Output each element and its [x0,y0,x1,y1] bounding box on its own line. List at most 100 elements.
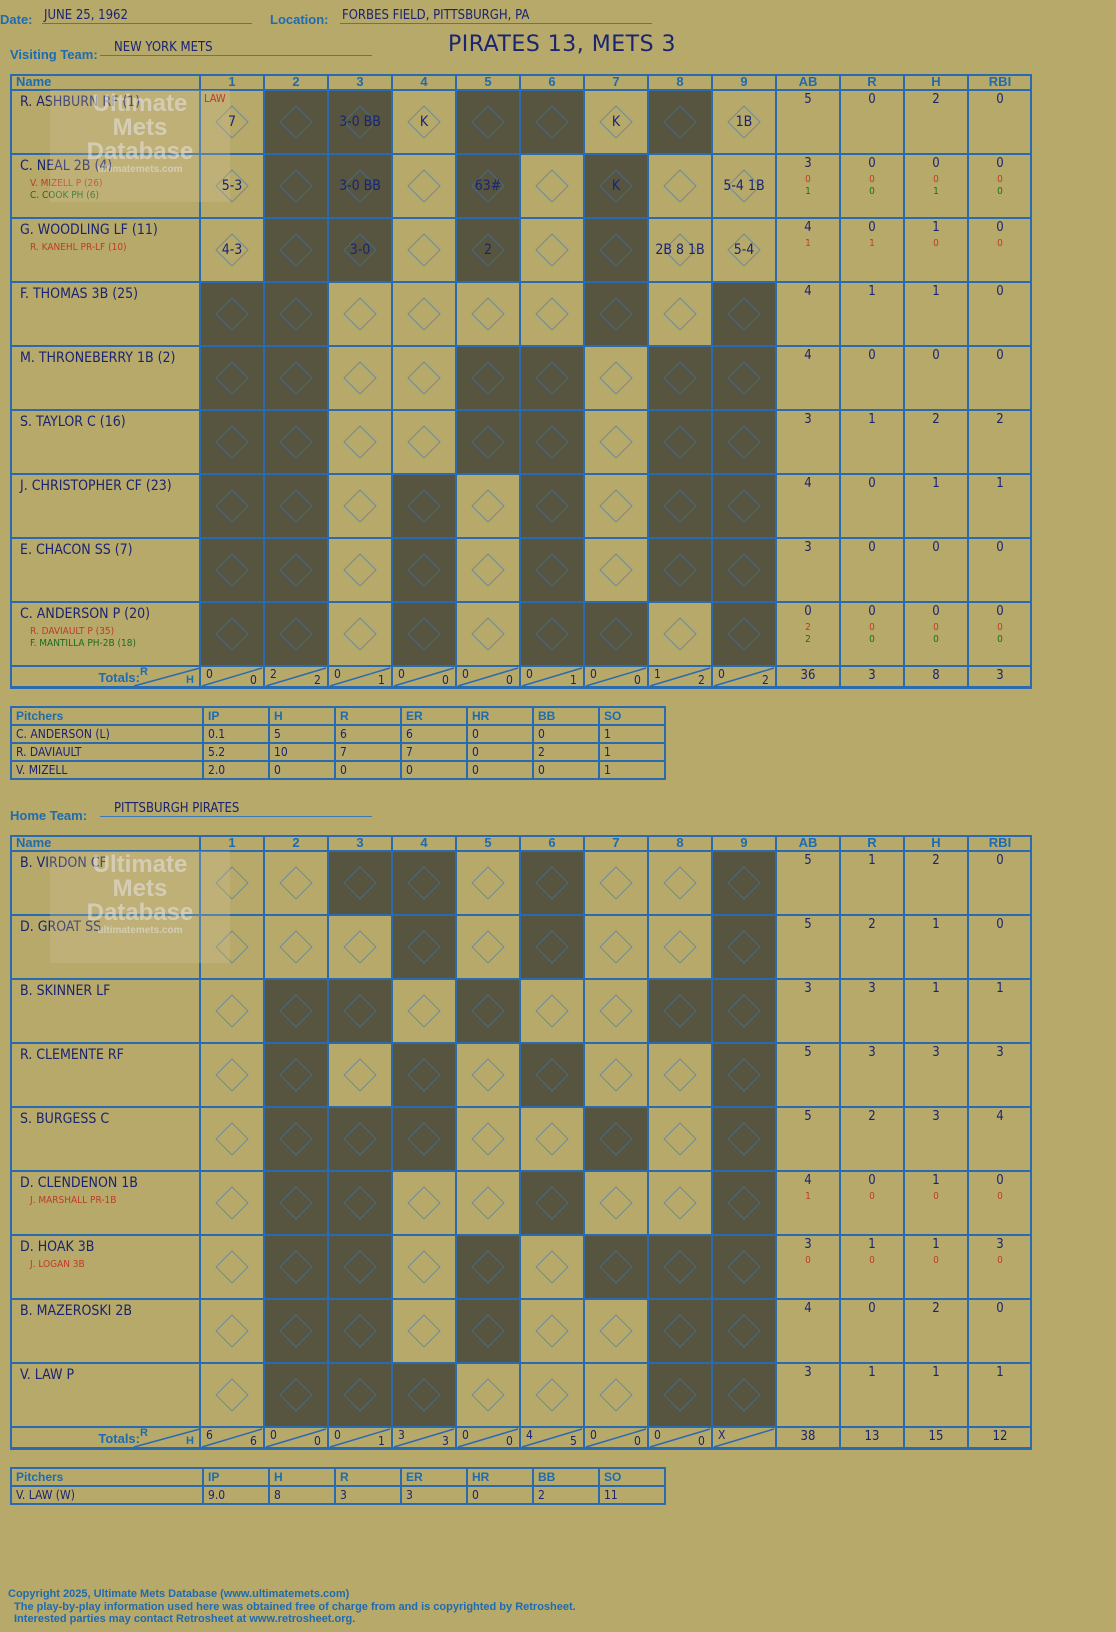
column-divider [839,74,841,688]
unused-cell [264,1107,328,1171]
substitute-stat-ab: 0 [805,174,811,185]
unused-cell [392,1043,456,1107]
inning-hits: 0 [314,1434,321,1448]
inning-hits: 3 [442,1434,449,1448]
row-divider [10,687,1032,689]
base-diamond [343,233,377,267]
row-divider [10,1298,1032,1300]
base-diamond [727,617,761,651]
player-stat-h: 1 [932,476,940,491]
watermark-text: Ultimate [92,90,188,117]
player-name: S. BURGESS C [20,1111,110,1127]
player-stat-h: 0 [932,540,940,555]
column-divider [775,74,777,688]
base-diamond [535,1250,569,1284]
unused-cell [648,538,712,602]
player-stat-rbi: 0 [996,853,1004,868]
unused-cell [712,1171,776,1235]
base-diamond [279,489,313,523]
player-stat-ab: 3 [804,1237,812,1252]
row-divider [10,153,1032,155]
player-stat-h: 1 [932,1173,940,1188]
base-diamond [727,994,761,1028]
row-divider [10,850,1032,852]
player-stat-rbi: 3 [996,1237,1004,1252]
player-stat-r: 1 [868,412,876,427]
player-stat-h: 1 [932,981,940,996]
inning-hits: 0 [698,1434,705,1448]
pitcher-ip: 2.0 [202,760,270,780]
unused-cell [328,979,392,1043]
column-divider [391,74,393,688]
base-diamond [343,617,377,651]
base-diamond [663,1058,697,1092]
base-diamond [663,361,697,395]
player-stat-r: 0 [868,476,876,491]
pitcher-r: 3 [334,1485,402,1505]
totals-h-label: H [186,1435,194,1447]
play-notation: 2 [483,242,492,258]
unused-cell [264,1171,328,1235]
play-notation: K [611,178,621,194]
pitcher-name: V. LAW (W) [10,1485,204,1505]
base-diamond [279,233,313,267]
player-stat-r: 1 [868,1365,876,1380]
unused-cell [392,915,456,979]
unused-cell [712,282,776,346]
base-diamond [215,297,249,331]
base-diamond [279,1314,313,1348]
substitute-stat-h: 0 [933,1191,939,1202]
base-diamond [599,489,633,523]
player-stat-h: 1 [932,917,940,932]
base-diamond [215,617,249,651]
row-divider [10,537,1032,539]
base-diamond [215,553,249,587]
player-stat-rbi: 1 [996,981,1004,996]
player-name: V. LAW P [20,1367,75,1383]
inning-header: 9 [740,835,748,850]
player-name: C. NEAL 2B (4) [20,158,113,174]
player-stat-rbi: 1 [996,476,1004,491]
substitute-stat-h: 0 [933,634,939,645]
player-stat-rbi: 0 [996,917,1004,932]
substitute-name: F. MANTILLA PH-2B (18) [30,638,136,649]
base-diamond [407,1250,441,1284]
base-diamond [279,1250,313,1284]
stat-header-rbi: RBI [988,835,1012,850]
substitute-stat-r: 1 [869,238,875,249]
base-diamond [343,1250,377,1284]
player-name: R. CLEMENTE RF [20,1047,124,1063]
inning-header: 5 [484,74,492,89]
base-diamond [343,930,377,964]
base-diamond [279,361,313,395]
base-diamond [663,1122,697,1156]
pitcher-h: 5 [268,724,336,744]
inning-header: 6 [548,74,556,89]
player-stat-h: 0 [932,156,940,171]
base-diamond [471,105,505,139]
base-diamond [663,930,697,964]
player-stat-rbi: 1 [996,1365,1004,1380]
column-divider [967,835,969,1449]
pitcher-ip: 5.2 [202,742,270,762]
base-diamond [215,169,249,203]
base-diamond [599,866,633,900]
substitute-stat-r: 0 [869,174,875,185]
base-diamond [279,169,313,203]
base-diamond [343,425,377,459]
play-notation: 1B [735,114,753,130]
base-diamond [535,425,569,459]
player-name: G. WOODLING LF (11) [20,222,158,238]
pitcher-col-so: SO [598,706,666,726]
substitute-stat-h: 0 [933,174,939,185]
base-diamond [407,425,441,459]
unused-cell [264,154,328,218]
inning-header: 5 [484,835,492,850]
totals-slash [201,667,263,687]
base-diamond [535,233,569,267]
name-column-header: Name [16,835,52,850]
inning-hits: 6 [250,1434,257,1448]
base-diamond [599,553,633,587]
pitcher-er: 6 [400,724,468,744]
base-diamond [471,169,505,203]
